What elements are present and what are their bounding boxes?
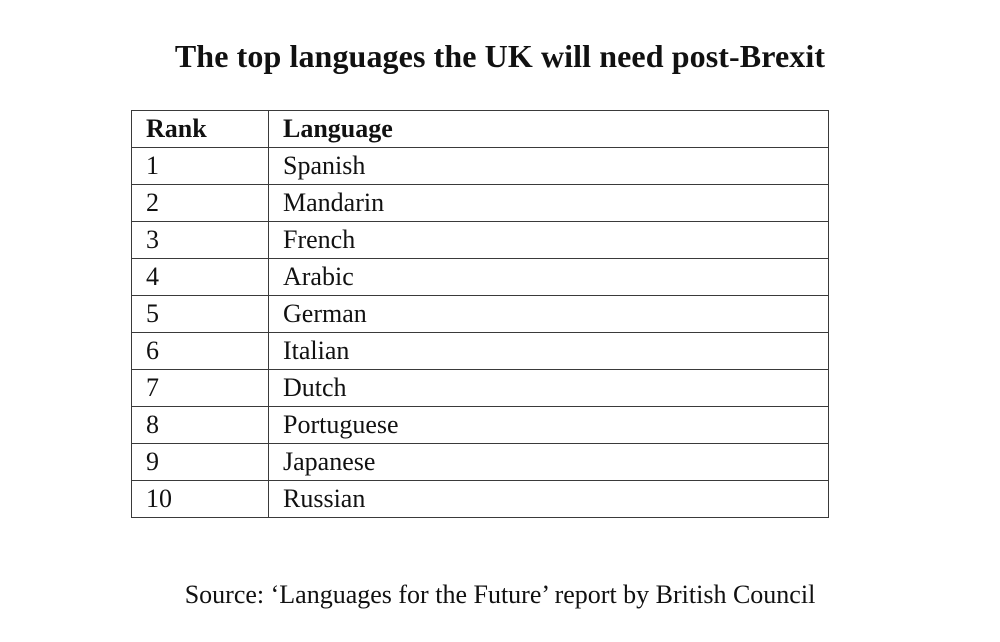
table-row: 5 German	[131, 295, 829, 333]
table-row: 10 Russian	[131, 480, 829, 518]
language-cell: Arabic	[268, 258, 829, 296]
table-row: 1 Spanish	[131, 147, 829, 185]
rank-cell: 8	[131, 406, 269, 444]
rank-cell: 4	[131, 258, 269, 296]
language-cell: Portuguese	[268, 406, 829, 444]
rank-cell: 6	[131, 332, 269, 370]
table-row: 4 Arabic	[131, 258, 829, 296]
table-row: 6 Italian	[131, 332, 829, 370]
rank-cell: 1	[131, 147, 269, 185]
table-header-row: Rank Language	[131, 110, 829, 148]
language-cell: Russian	[268, 480, 829, 518]
language-cell: Spanish	[268, 147, 829, 185]
language-cell: Italian	[268, 332, 829, 370]
rank-cell: 7	[131, 369, 269, 407]
table-row: 9 Japanese	[131, 443, 829, 481]
language-rank-table: Rank Language 1 Spanish 2 Mandarin 3 Fre…	[131, 110, 829, 518]
rank-cell: 5	[131, 295, 269, 333]
rank-cell: 2	[131, 184, 269, 222]
language-cell: German	[268, 295, 829, 333]
language-column-header: Language	[268, 110, 829, 148]
table-row: 7 Dutch	[131, 369, 829, 407]
language-cell: Mandarin	[268, 184, 829, 222]
language-cell: Dutch	[268, 369, 829, 407]
table-row: 8 Portuguese	[131, 406, 829, 444]
table-row: 2 Mandarin	[131, 184, 829, 222]
source-caption: Source: ‘Languages for the Future’ repor…	[184, 580, 816, 609]
rank-column-header: Rank	[131, 110, 269, 148]
rank-cell: 9	[131, 443, 269, 481]
language-cell: French	[268, 221, 829, 259]
language-cell: Japanese	[268, 443, 829, 481]
rank-cell: 3	[131, 221, 269, 259]
page-title: The top languages the UK will need post-…	[174, 38, 826, 74]
table-row: 3 French	[131, 221, 829, 259]
rank-cell: 10	[131, 480, 269, 518]
